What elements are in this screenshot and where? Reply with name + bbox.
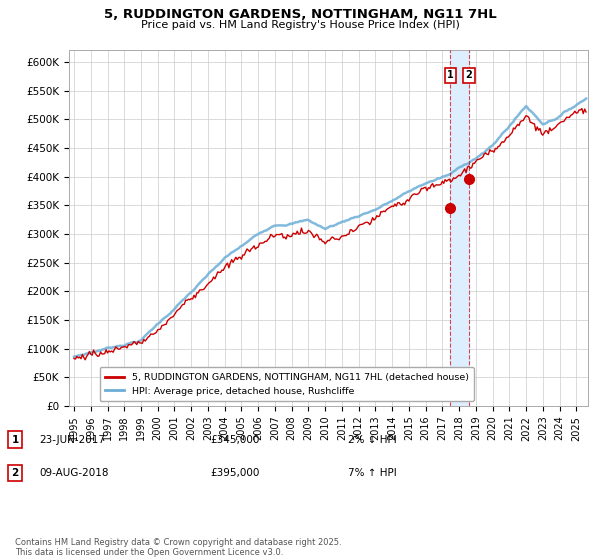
Text: 09-AUG-2018: 09-AUG-2018 [39, 468, 109, 478]
Text: 1: 1 [11, 435, 19, 445]
Text: 2% ↓ HPI: 2% ↓ HPI [348, 435, 397, 445]
Text: 1: 1 [447, 71, 454, 80]
Text: £345,000: £345,000 [210, 435, 259, 445]
Text: 2: 2 [11, 468, 19, 478]
Text: 23-JUN-2017: 23-JUN-2017 [39, 435, 105, 445]
Text: £395,000: £395,000 [210, 468, 259, 478]
Text: 7% ↑ HPI: 7% ↑ HPI [348, 468, 397, 478]
Text: 5, RUDDINGTON GARDENS, NOTTINGHAM, NG11 7HL: 5, RUDDINGTON GARDENS, NOTTINGHAM, NG11 … [104, 8, 496, 21]
Legend: 5, RUDDINGTON GARDENS, NOTTINGHAM, NG11 7HL (detached house), HPI: Average price: 5, RUDDINGTON GARDENS, NOTTINGHAM, NG11 … [100, 367, 475, 402]
Text: Contains HM Land Registry data © Crown copyright and database right 2025.
This d: Contains HM Land Registry data © Crown c… [15, 538, 341, 557]
Text: 2: 2 [466, 71, 472, 80]
Text: Price paid vs. HM Land Registry's House Price Index (HPI): Price paid vs. HM Land Registry's House … [140, 20, 460, 30]
Bar [451, 50, 469, 406]
